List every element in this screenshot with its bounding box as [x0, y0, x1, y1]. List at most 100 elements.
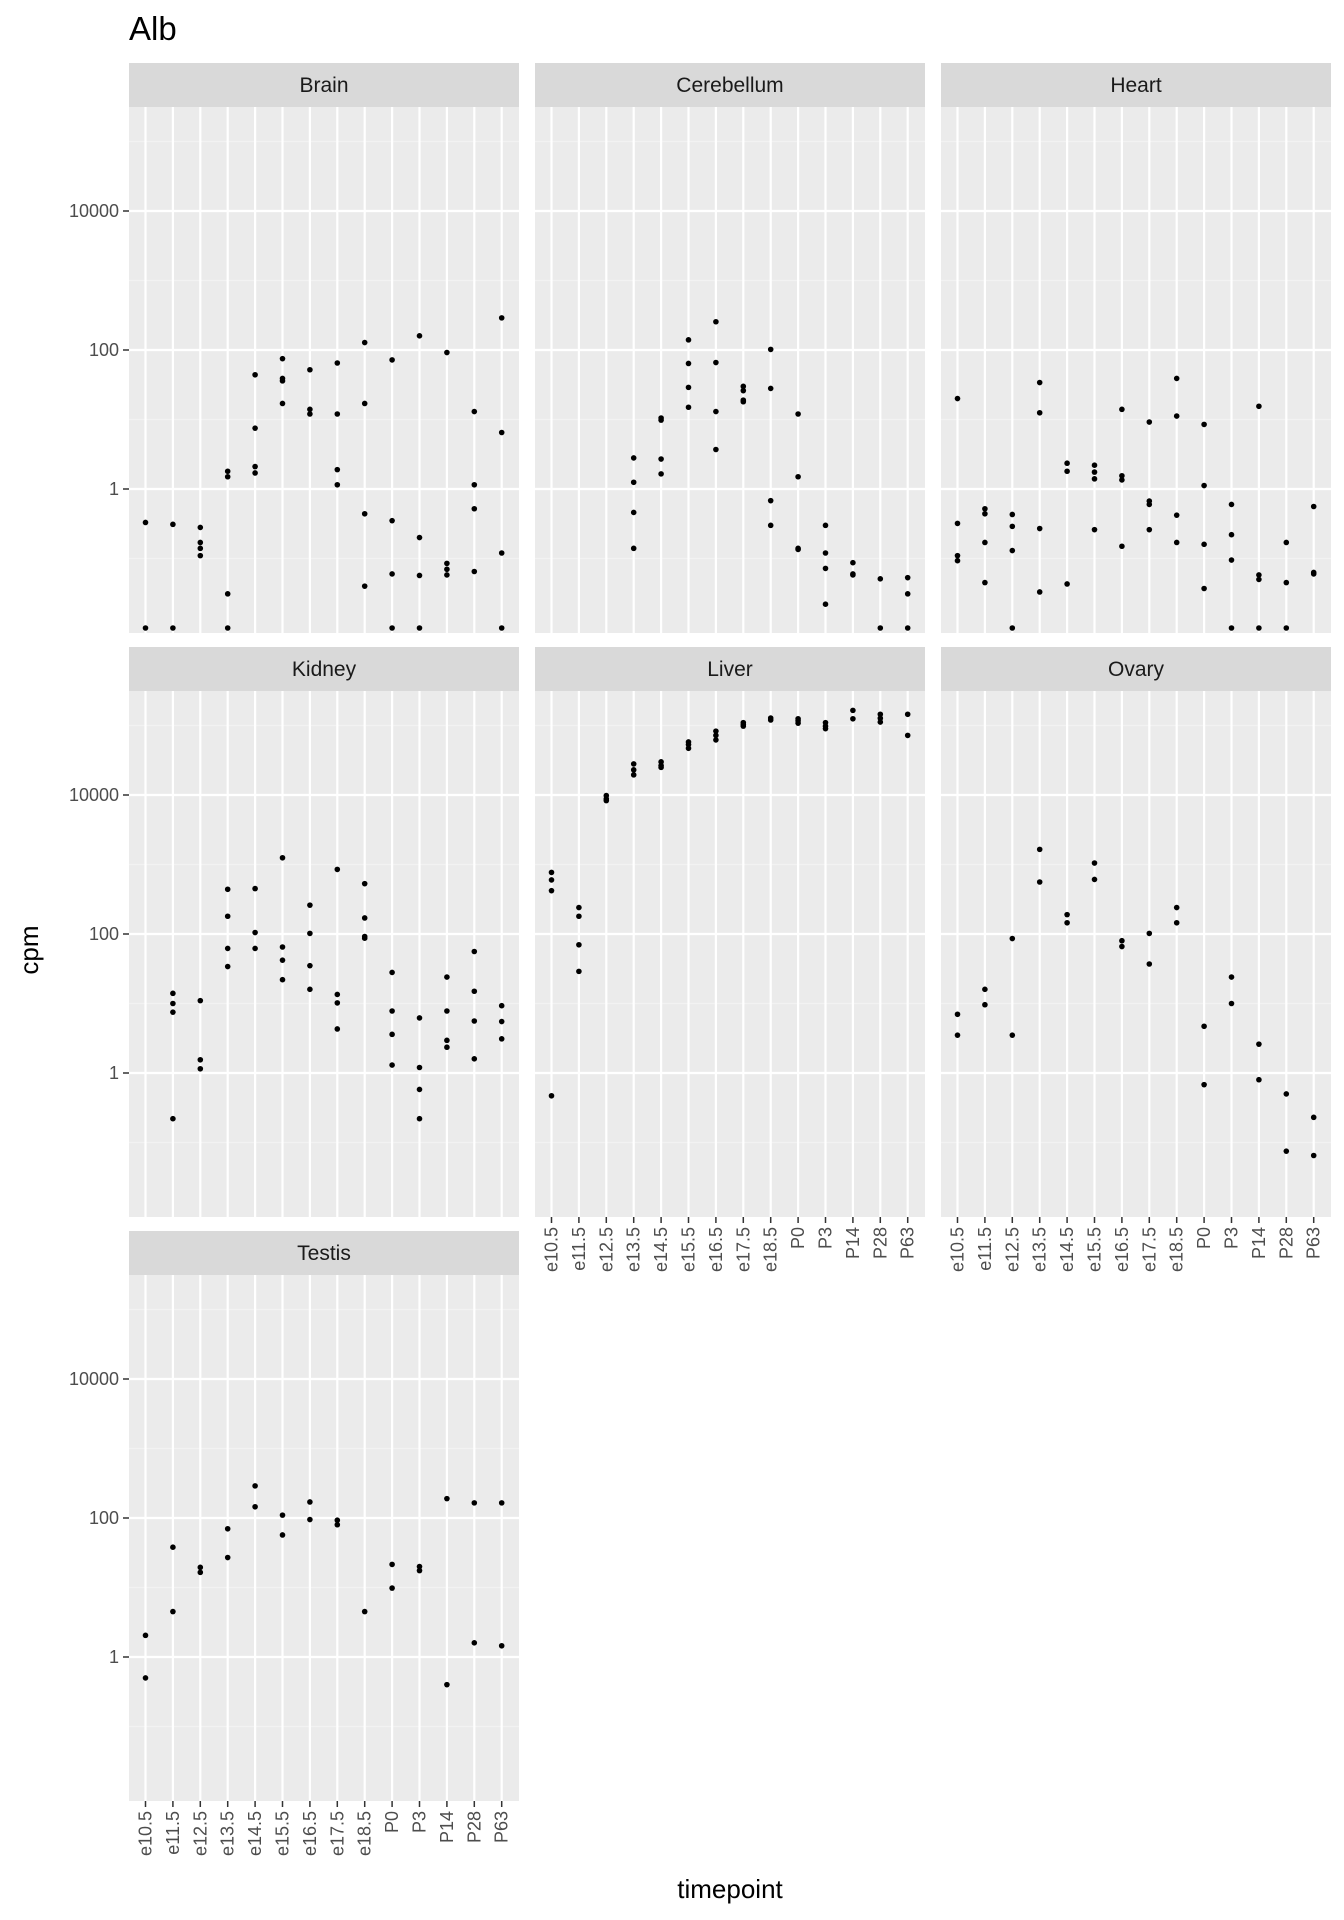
x-tick-label: e16.5 [300, 1811, 320, 1856]
data-point [416, 1015, 423, 1021]
facet-strip [535, 647, 925, 691]
data-point [471, 505, 478, 512]
facet-label-kidney: Kidney [292, 658, 357, 681]
data-point [1064, 911, 1070, 918]
data-point [1228, 1000, 1235, 1007]
data-point [954, 1011, 961, 1018]
x-tick-label: P3 [816, 1227, 836, 1249]
data-point [142, 1632, 149, 1639]
data-point [1009, 625, 1016, 631]
data-point [1310, 1152, 1317, 1159]
data-point [1173, 919, 1180, 926]
x-tick-label: e15.5 [679, 1227, 699, 1272]
data-point [471, 1056, 478, 1062]
data-point [1228, 557, 1235, 563]
x-tick-label: P3 [1222, 1227, 1242, 1249]
data-point [416, 1115, 423, 1122]
data-point [630, 509, 637, 516]
y-tick-label: 100 [89, 1508, 119, 1528]
panel-background [129, 107, 519, 633]
data-point [279, 976, 286, 983]
data-point [576, 913, 582, 920]
data-point [197, 1564, 204, 1571]
x-tick-label: P28 [1276, 1227, 1296, 1259]
data-point [740, 387, 747, 394]
data-point [471, 1500, 478, 1506]
data-point [224, 963, 231, 970]
data-point [576, 968, 582, 975]
data-point [1256, 403, 1262, 410]
data-point [1146, 501, 1153, 508]
x-tick-label: e17.5 [327, 1811, 347, 1856]
data-point [713, 318, 719, 325]
data-point [1173, 413, 1180, 419]
data-point [334, 466, 341, 473]
data-point [877, 711, 884, 718]
data-point [334, 360, 341, 366]
data-point [224, 886, 231, 893]
data-point [603, 797, 610, 804]
data-point [389, 1008, 395, 1014]
data-point [982, 505, 988, 512]
x-tick-label: e14.5 [651, 1227, 671, 1272]
x-tick-label: P0 [382, 1811, 402, 1833]
facet-kidney: Kidney 1 100 10000 [69, 647, 519, 1217]
data-point [630, 772, 637, 778]
data-point [307, 406, 313, 413]
data-point [982, 986, 988, 993]
data-point [1036, 379, 1043, 386]
data-point [334, 411, 341, 417]
data-point [252, 945, 258, 952]
data-point [471, 1018, 478, 1024]
data-point [850, 559, 856, 566]
data-point [1173, 512, 1180, 518]
data-point [1064, 468, 1070, 475]
x-tick-label: P28 [870, 1227, 890, 1259]
data-point [471, 481, 478, 488]
data-point [685, 745, 692, 752]
panel-background [535, 691, 925, 1217]
panel-background [941, 107, 1331, 633]
data-point [142, 625, 149, 631]
data-point [1119, 543, 1125, 550]
y-tick-label: 1 [109, 479, 119, 499]
data-point [252, 1503, 258, 1510]
data-point [170, 1000, 176, 1007]
data-point [389, 1585, 395, 1591]
data-point [658, 471, 664, 477]
data-point [471, 948, 478, 955]
y-axis-title: cpm [14, 925, 44, 974]
x-tick-label: e18.5 [761, 1227, 781, 1272]
data-point [416, 1086, 423, 1093]
data-point [795, 546, 801, 553]
x-tick-label: P63 [1304, 1227, 1324, 1259]
data-point [361, 880, 368, 887]
data-point [361, 510, 368, 517]
data-point [361, 583, 368, 589]
data-point [1201, 1023, 1207, 1030]
x-tick-label: e13.5 [1030, 1227, 1050, 1272]
data-point [795, 720, 801, 726]
facet-panels: Brain 1 100 10000 Cerebellum Heart Kidney 1 100 1… [69, 63, 1331, 1856]
data-point [170, 1115, 176, 1122]
y-tick-label: 1 [109, 1647, 119, 1667]
data-point [1036, 846, 1043, 853]
data-point [307, 930, 313, 937]
data-point [1201, 482, 1207, 489]
x-tick-label: e16.5 [1112, 1227, 1132, 1272]
facet-cerebellum: Cerebellum [535, 63, 925, 633]
data-point [982, 510, 988, 517]
data-point [630, 455, 637, 461]
data-point [1091, 860, 1098, 866]
data-point [1091, 469, 1098, 475]
data-point [767, 385, 774, 392]
data-point [1201, 1081, 1207, 1088]
facet-strip [129, 63, 519, 107]
data-point [850, 715, 856, 722]
data-point [389, 625, 395, 631]
data-point [850, 572, 856, 578]
data-point [740, 723, 747, 729]
data-point [822, 565, 829, 572]
data-point [1228, 531, 1235, 538]
y-tick-label: 100 [89, 924, 119, 944]
